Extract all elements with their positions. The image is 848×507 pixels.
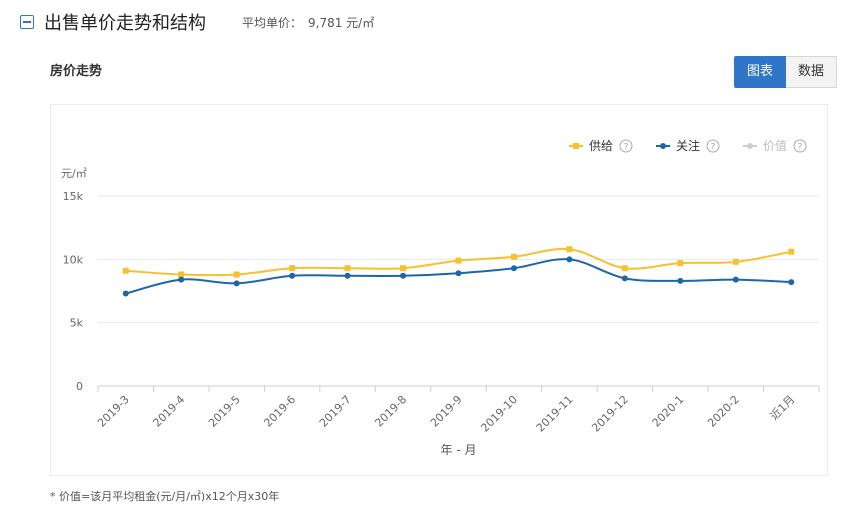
data-point-2: [344, 272, 351, 279]
help-icon-glyph: ?: [711, 143, 716, 153]
x-tick-label: 2019-8: [372, 393, 409, 430]
avg-price-value: 9,781 元/㎡: [308, 15, 375, 30]
data-point-2: [122, 290, 129, 297]
legend-marker: [747, 143, 753, 149]
x-tick-label: 2019-12: [589, 393, 631, 435]
x-axis-title: 年 - 月: [441, 443, 477, 457]
section-header: 出售单价走势和结构 平均单价： 9,781 元/㎡: [20, 8, 374, 36]
x-tick-label: 2019-3: [95, 393, 132, 430]
help-icon-glyph: ?: [798, 143, 803, 153]
data-point-1: [344, 265, 351, 272]
chart-subtitle: 房价走势: [50, 64, 103, 79]
legend-marker: [660, 143, 666, 149]
data-point-1: [732, 258, 739, 265]
data-point-2: [677, 277, 684, 284]
x-tick-label: 2020-2: [705, 393, 742, 430]
data-point-2: [455, 270, 462, 277]
y-tick-label: 15k: [63, 190, 84, 203]
help-icon: [706, 139, 720, 153]
data-point-1: [788, 248, 795, 255]
data-point-1: [233, 271, 240, 278]
x-tick-label: 2019-7: [317, 393, 354, 430]
data-point-2: [788, 279, 795, 286]
legend-label: 关注: [676, 138, 700, 153]
y-tick-label: 5k: [70, 317, 84, 330]
data-point-2: [400, 272, 407, 279]
data-point-1: [178, 271, 185, 278]
avg-price-label: 平均单价：: [242, 15, 303, 30]
data-point-2: [566, 256, 573, 263]
data-point-2: [510, 265, 517, 272]
x-tick-label: 2019-10: [478, 393, 520, 435]
data-point-1: [400, 265, 407, 272]
data-point-1: [621, 265, 628, 272]
data-point-2: [289, 272, 296, 279]
view-toggle: 图表 数据: [734, 56, 838, 88]
x-tick-label: 2019-11: [534, 393, 576, 435]
help-icon-glyph: ?: [624, 143, 629, 153]
collapse-icon[interactable]: [20, 15, 34, 29]
chart-view-button[interactable]: 图表: [734, 56, 787, 88]
data-point-1: [122, 267, 129, 274]
data-point-2: [732, 276, 739, 283]
y-tick-label: 10k: [63, 253, 84, 266]
legend-marker: [573, 143, 579, 149]
section-title: 出售单价走势和结构: [44, 13, 206, 34]
legend-item-1[interactable]: 供给?: [569, 139, 633, 153]
data-point-1: [510, 253, 517, 260]
data-point-1: [455, 257, 462, 264]
x-tick-label: 近1月: [768, 393, 798, 423]
x-tick-label: 2019-9: [428, 393, 465, 430]
data-point-1: [289, 265, 296, 272]
help-icon: [619, 139, 633, 153]
price-trend-chart: 元/㎡ 0 5k 10k 15k 2019-3 2019-4 2019-5 2019-6 2019…: [61, 138, 820, 457]
chart-container: 元/㎡ 0 5k 10k 15k 2019-3 2019-4 2019-5 2019-6 2019…: [50, 104, 828, 476]
x-tick-label: 2019-6: [261, 393, 298, 430]
x-tick-label: 2019-5: [206, 393, 243, 430]
data-point-1: [677, 260, 684, 267]
legend-item-2[interactable]: 关注?: [656, 138, 720, 153]
footnote: * 价值=该月平均租金(元/月/㎡)x12个月x30年: [50, 490, 280, 503]
legend-label: 价值: [763, 138, 787, 153]
legend-item-3[interactable]: 价值?: [743, 138, 807, 153]
data-point-2: [621, 275, 628, 282]
data-point-2: [178, 276, 185, 283]
x-tick-label: 2020-1: [650, 393, 687, 430]
y-tick-label: 0: [76, 380, 83, 393]
data-point-1: [566, 246, 573, 253]
legend-label: 供给: [589, 139, 613, 153]
y-unit-label: 元/㎡: [61, 167, 87, 180]
data-point-2: [233, 280, 240, 287]
series-line-2: [125, 258, 792, 295]
x-tick-label: 2019-4: [151, 393, 188, 430]
help-icon: [793, 139, 807, 153]
data-view-button[interactable]: 数据: [786, 56, 838, 88]
